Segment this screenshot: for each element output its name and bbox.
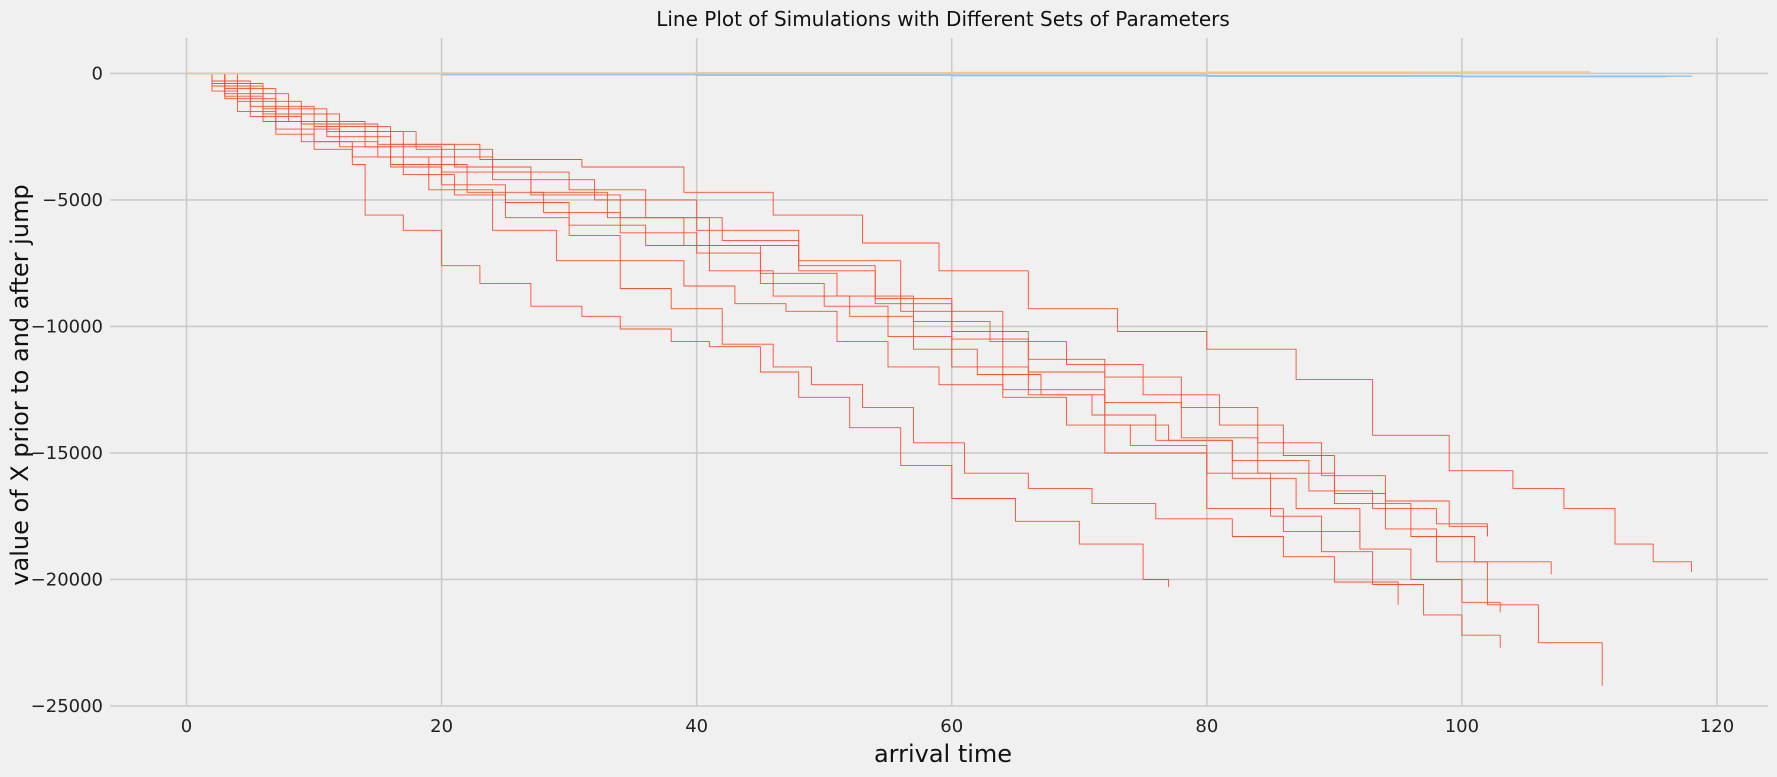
chart-title: Line Plot of Simulations with Different …	[656, 7, 1230, 31]
series-line-3	[186, 72, 1501, 648]
x-tick-label: 20	[430, 716, 453, 737]
y-tick-label: −20000	[31, 569, 103, 590]
x-tick-label: 120	[1700, 716, 1734, 737]
series-line-8	[186, 72, 1692, 572]
y-tick-label: 0	[92, 63, 103, 84]
series-line-10	[186, 72, 1361, 542]
x-axis-ticks: 0 20 40 60 80 100 120	[181, 716, 1734, 737]
x-axis-label: arrival time	[874, 740, 1012, 768]
series-group	[186, 71, 1693, 686]
series-line-15	[186, 72, 1412, 75]
x-tick-label: 40	[685, 716, 708, 737]
x-tick-label: 60	[940, 716, 963, 737]
y-tick-label: −25000	[31, 696, 103, 717]
series-line-7	[186, 72, 1552, 575]
y-axis-label: value of X prior to and after jump	[6, 184, 34, 585]
y-tick-label: −15000	[31, 443, 103, 464]
y-tick-label: −10000	[31, 316, 103, 337]
y-axis-ticks: 0 −5000 −10000 −15000 −20000 −25000	[31, 63, 103, 717]
y-tick-label: −5000	[42, 190, 103, 211]
x-tick-label: 100	[1445, 716, 1479, 737]
x-tick-label: 0	[181, 716, 192, 737]
x-tick-label: 80	[1195, 716, 1218, 737]
series-line-1	[186, 72, 1170, 588]
